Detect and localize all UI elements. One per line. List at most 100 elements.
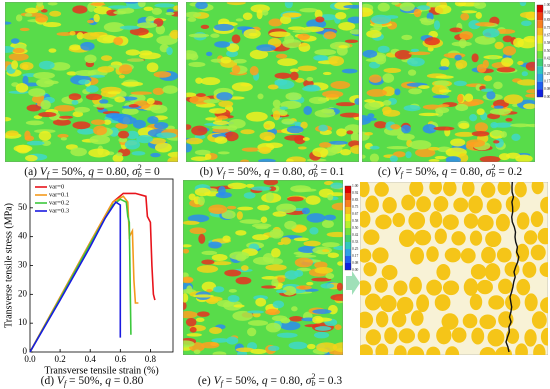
contour-blob xyxy=(146,62,159,73)
contour-blob xyxy=(286,125,304,134)
contour-blob xyxy=(454,54,462,61)
contour-blob xyxy=(48,48,57,53)
contour-blob xyxy=(363,117,377,121)
contour-blob xyxy=(22,75,29,85)
contour-blob xyxy=(314,109,336,118)
contour-blob xyxy=(324,214,336,221)
contour-blob xyxy=(494,29,516,34)
contour-blob xyxy=(214,41,231,48)
colorbar-cell xyxy=(537,20,543,28)
caption-part: 2 xyxy=(314,163,318,172)
contour-blob xyxy=(265,322,281,333)
contour-blob xyxy=(483,75,493,82)
fiber xyxy=(441,313,459,330)
contour-blob xyxy=(68,93,82,101)
contour-blob xyxy=(209,327,222,335)
contour-blob xyxy=(366,88,387,97)
caption-part: = 50%, xyxy=(403,166,442,178)
contour-blob xyxy=(247,310,265,314)
contour-blob xyxy=(197,311,210,317)
contour-blob xyxy=(293,237,309,242)
contour-blob xyxy=(294,257,314,268)
fiber xyxy=(481,246,496,264)
fiber xyxy=(417,328,430,344)
colorbar-cell xyxy=(345,186,351,193)
contour-blob xyxy=(367,113,375,119)
contour-blob xyxy=(327,194,334,201)
series-line xyxy=(29,192,156,353)
contour-blob xyxy=(186,143,193,153)
contour-blob xyxy=(239,219,262,224)
fiber xyxy=(522,261,537,278)
contour-blob xyxy=(236,211,243,220)
contour-blob xyxy=(434,80,450,87)
contour-blob xyxy=(124,139,141,150)
contour-blob xyxy=(288,341,308,350)
colorbar-label: 0.83 xyxy=(544,18,550,22)
contour-blob xyxy=(475,22,495,27)
contour-blob xyxy=(206,289,213,293)
contour-blob xyxy=(493,140,500,144)
contour-blob xyxy=(503,94,524,105)
contour-blob xyxy=(466,139,486,148)
fiber xyxy=(360,311,374,329)
contour-blob xyxy=(335,11,347,20)
contour-blob xyxy=(188,33,210,38)
arrow xyxy=(346,271,360,295)
series-line xyxy=(29,198,132,353)
contour-blob xyxy=(297,33,310,40)
contour-blob xyxy=(362,7,374,17)
contour-blob xyxy=(471,130,490,137)
colorbar-label: 0.67 xyxy=(544,33,550,37)
contour-blob xyxy=(72,5,88,14)
contour-blob xyxy=(173,5,178,11)
contour-blob xyxy=(394,49,412,60)
contour-blob xyxy=(188,61,206,68)
contour-blob xyxy=(74,70,97,77)
crack xyxy=(505,182,520,353)
contour-blob xyxy=(241,147,261,152)
contour-blob xyxy=(417,5,430,11)
contour-blob xyxy=(136,135,154,144)
y-tick-label: 30 xyxy=(18,260,28,270)
contour-blob xyxy=(59,115,73,119)
contour-blob xyxy=(322,90,344,98)
contour-blob xyxy=(438,89,452,93)
contour-blob xyxy=(23,82,40,87)
caption-part: V xyxy=(394,166,403,178)
fiber xyxy=(442,280,460,296)
contour-blob xyxy=(218,100,234,108)
contour-blob xyxy=(226,336,239,345)
contour-blob xyxy=(313,331,330,339)
contour-blob xyxy=(312,315,324,324)
caption-part: V xyxy=(40,166,49,178)
contour-blob xyxy=(306,343,316,350)
contour-blob xyxy=(272,110,281,121)
contour-blob xyxy=(41,140,52,146)
fiber xyxy=(523,230,538,245)
fiber xyxy=(409,182,424,197)
fiber xyxy=(429,211,443,228)
caption: (e) Vf = 50%, q = 0.80, σb2 = 0.3 xyxy=(198,372,342,388)
contour-blob xyxy=(263,120,276,130)
contour-blob xyxy=(326,231,343,238)
contour-blob xyxy=(389,155,398,162)
contour-blob xyxy=(211,254,228,261)
contour-blob xyxy=(154,3,175,8)
fiber xyxy=(398,328,416,344)
contour-blob xyxy=(269,258,283,265)
contour-blob xyxy=(316,342,338,353)
contour-blob xyxy=(287,26,305,31)
contour-blob xyxy=(474,35,496,45)
contour-blob xyxy=(208,241,222,249)
contour-blob xyxy=(382,73,395,83)
contour-blob xyxy=(166,46,173,56)
contour-blob xyxy=(114,96,126,103)
fiber xyxy=(375,214,392,230)
fiber xyxy=(531,311,547,329)
contour-blob xyxy=(405,151,412,159)
colorbar-cell xyxy=(537,89,543,97)
contour-blob xyxy=(231,34,241,44)
contour-blob xyxy=(154,142,172,153)
contour-blob xyxy=(493,105,504,109)
